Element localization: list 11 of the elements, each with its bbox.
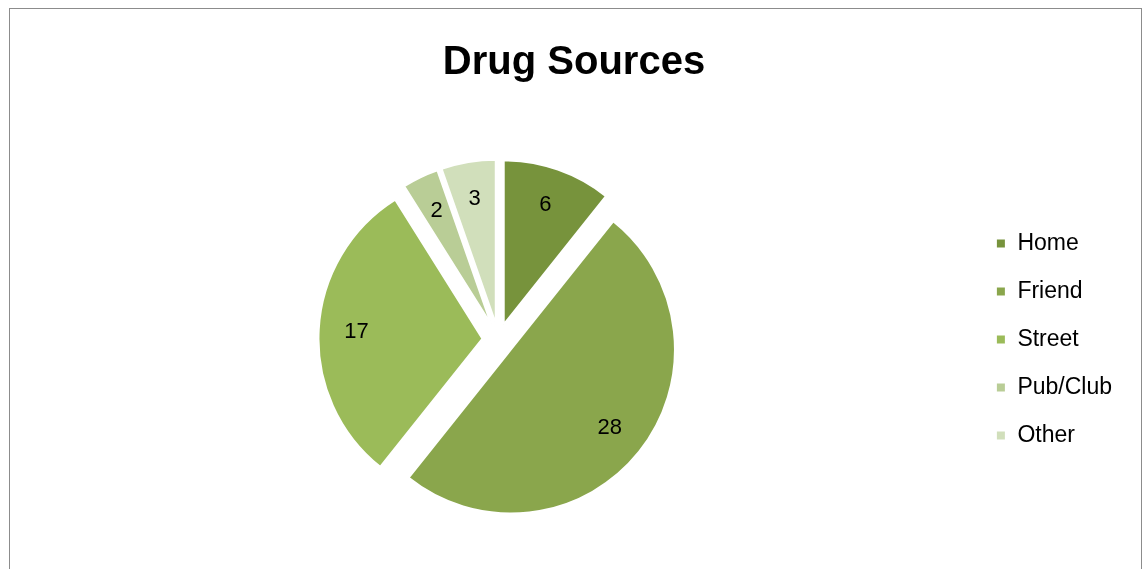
chart-title: Drug Sources [442,38,706,83]
legend-label: Friend [1017,276,1083,303]
legend-label: Home [1017,228,1079,255]
legend-label: Pub/Club [1017,372,1113,399]
legend-label: Other [1017,420,1076,447]
data-label: 2 [430,197,443,223]
data-label: 3 [468,185,481,211]
legend-label: Street [1017,324,1080,351]
data-label: 17 [344,317,369,343]
data-label: 6 [539,191,552,217]
data-label: 28 [597,414,622,440]
